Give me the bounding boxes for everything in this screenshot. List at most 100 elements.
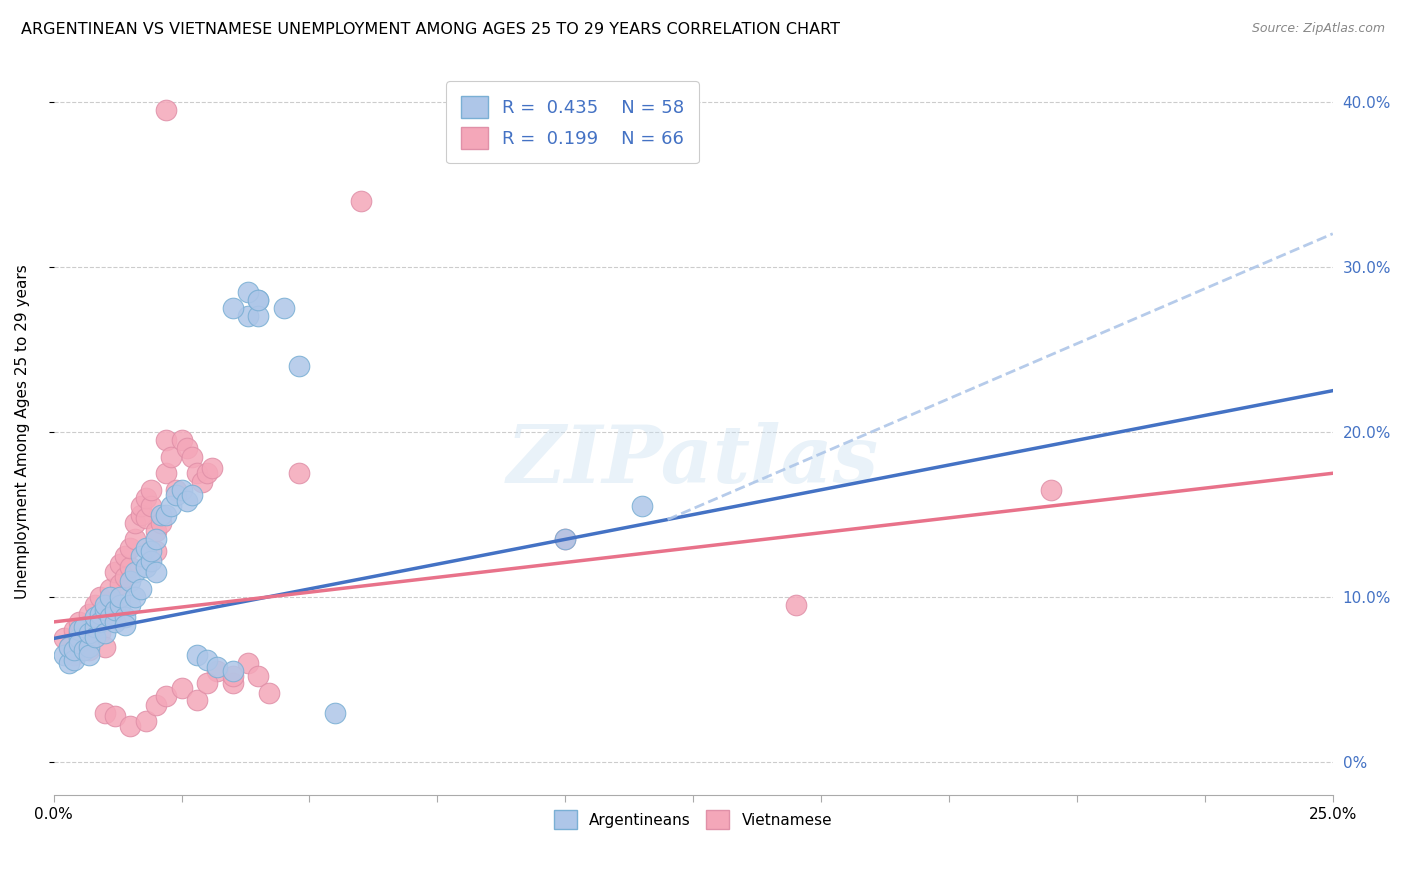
Point: [108, 590, 131, 604]
Point: [79, 643, 101, 657]
Point: [94, 626, 117, 640]
Point: [186, 692, 208, 706]
Point: [124, 533, 146, 547]
Point: [247, 293, 270, 307]
Point: [165, 488, 187, 502]
Point: [120, 599, 142, 613]
Point: [191, 475, 214, 489]
Point: [129, 500, 152, 514]
Point: [63, 623, 86, 637]
Point: [120, 560, 142, 574]
Point: [114, 549, 136, 563]
Point: [247, 310, 270, 324]
Point: [150, 516, 173, 530]
Point: [222, 301, 245, 315]
Point: [273, 301, 295, 315]
Point: [98, 599, 121, 613]
Point: [79, 640, 101, 654]
Point: [94, 603, 117, 617]
Point: [222, 665, 245, 679]
Point: [129, 582, 152, 596]
Point: [160, 500, 183, 514]
Point: [145, 544, 167, 558]
Point: [145, 524, 167, 538]
Point: [554, 533, 576, 547]
Point: [176, 442, 198, 456]
Point: [98, 582, 121, 596]
Point: [129, 508, 152, 522]
Point: [785, 599, 807, 613]
Point: [236, 657, 259, 671]
Point: [257, 686, 280, 700]
Point: [180, 488, 202, 502]
Point: [67, 632, 90, 646]
Point: [108, 577, 131, 591]
Point: [247, 293, 270, 307]
Point: [135, 491, 157, 505]
Point: [145, 698, 167, 712]
Point: [114, 570, 136, 584]
Point: [155, 467, 177, 481]
Point: [186, 648, 208, 662]
Point: [155, 690, 177, 704]
Point: [67, 636, 90, 650]
Point: [349, 194, 371, 208]
Point: [63, 653, 86, 667]
Point: [323, 706, 346, 720]
Point: [83, 620, 105, 634]
Point: [554, 533, 576, 547]
Y-axis label: Unemployment Among Ages 25 to 29 years: Unemployment Among Ages 25 to 29 years: [15, 265, 30, 599]
Point: [145, 533, 167, 547]
Point: [222, 676, 245, 690]
Point: [170, 483, 193, 497]
Point: [104, 709, 127, 723]
Text: ARGENTINEAN VS VIETNAMESE UNEMPLOYMENT AMONG AGES 25 TO 29 YEARS CORRELATION CHA: ARGENTINEAN VS VIETNAMESE UNEMPLOYMENT A…: [21, 22, 841, 37]
Point: [73, 643, 96, 657]
Point: [1040, 483, 1063, 497]
Point: [170, 434, 193, 448]
Point: [195, 467, 218, 481]
Point: [83, 610, 105, 624]
Point: [207, 659, 229, 673]
Point: [180, 450, 202, 464]
Point: [67, 623, 90, 637]
Point: [124, 516, 146, 530]
Point: [120, 541, 142, 555]
Point: [79, 626, 101, 640]
Point: [114, 618, 136, 632]
Point: [63, 643, 86, 657]
Point: [124, 590, 146, 604]
Point: [94, 607, 117, 621]
Legend: Argentineans, Vietnamese: Argentineans, Vietnamese: [548, 805, 838, 835]
Point: [52, 632, 75, 646]
Point: [89, 615, 111, 629]
Point: [104, 615, 127, 629]
Point: [89, 607, 111, 621]
Point: [236, 285, 259, 299]
Point: [201, 461, 224, 475]
Point: [124, 566, 146, 580]
Point: [195, 676, 218, 690]
Point: [129, 549, 152, 563]
Point: [135, 714, 157, 728]
Point: [79, 607, 101, 621]
Point: [135, 541, 157, 555]
Point: [73, 620, 96, 634]
Point: [195, 653, 218, 667]
Point: [288, 359, 311, 373]
Point: [98, 610, 121, 624]
Point: [83, 620, 105, 634]
Point: [94, 640, 117, 654]
Text: ZIPatlas: ZIPatlas: [508, 422, 879, 500]
Point: [139, 544, 162, 558]
Point: [89, 626, 111, 640]
Point: [94, 706, 117, 720]
Point: [98, 590, 121, 604]
Point: [89, 590, 111, 604]
Point: [83, 599, 105, 613]
Point: [79, 648, 101, 662]
Point: [135, 511, 157, 525]
Point: [63, 648, 86, 662]
Point: [94, 599, 117, 613]
Point: [247, 669, 270, 683]
